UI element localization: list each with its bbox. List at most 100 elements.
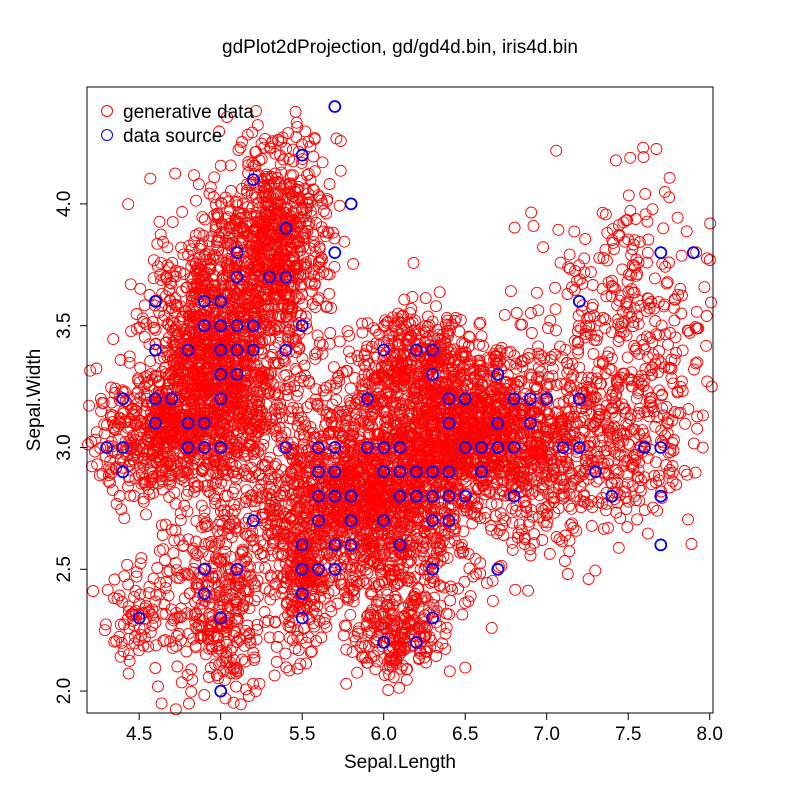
- generative-point: [278, 206, 291, 219]
- generative-point: [221, 288, 234, 300]
- generative-point: [255, 153, 268, 165]
- generative-point: [208, 377, 220, 389]
- generative-point: [498, 308, 511, 321]
- generative-point: [301, 169, 314, 182]
- generative-point: [170, 300, 183, 313]
- generative-point: [323, 287, 336, 300]
- generative-point: [137, 442, 150, 455]
- generative-point: [97, 397, 110, 410]
- generative-point: [284, 381, 297, 394]
- generative-point: [446, 583, 459, 596]
- generative-point: [143, 443, 156, 456]
- generative-point: [178, 388, 191, 401]
- generative-point: [147, 272, 160, 285]
- generative-point: [309, 348, 321, 361]
- generative-point: [191, 479, 204, 492]
- generative-point: [222, 252, 235, 265]
- generative-point: [149, 338, 162, 351]
- generative-point: [237, 301, 250, 314]
- generative-point: [230, 441, 243, 454]
- generative-point: [275, 429, 288, 442]
- generative-point: [234, 457, 247, 470]
- generative-point: [219, 489, 232, 502]
- generative-point: [200, 404, 213, 416]
- generative-point: [265, 298, 278, 311]
- generative-point: [283, 182, 296, 195]
- generative-point: [161, 241, 174, 254]
- generative-point: [217, 385, 230, 397]
- generative-point: [285, 405, 298, 418]
- generative-point: [287, 155, 300, 168]
- generative-point: [164, 468, 177, 481]
- generative-point: [253, 217, 266, 230]
- generative-point: [185, 243, 198, 256]
- generative-point: [239, 385, 252, 398]
- generative-point: [223, 218, 236, 231]
- generative-point: [288, 269, 301, 281]
- generative-point: [274, 149, 287, 162]
- generative-point: [215, 476, 227, 489]
- generative-point: [138, 299, 151, 312]
- generative-point: [171, 350, 184, 363]
- generative-point: [153, 215, 166, 228]
- generative-point: [111, 420, 124, 433]
- generative-point: [109, 382, 122, 395]
- generative-point: [130, 322, 143, 335]
- generative-point: [281, 214, 294, 227]
- generative-point: [102, 469, 115, 482]
- generative-point: [175, 285, 188, 298]
- generative-point: [261, 215, 274, 227]
- generative-point: [173, 466, 186, 479]
- generative-point: [177, 248, 190, 261]
- generative-point: [250, 261, 263, 274]
- generative-point: [149, 299, 161, 312]
- generative-point: [278, 369, 291, 382]
- generative-point: [115, 503, 128, 516]
- generative-point: [166, 216, 179, 229]
- generative-point: [138, 331, 151, 344]
- generative-point: [214, 159, 227, 172]
- generative-point: [260, 182, 273, 195]
- generative-point: [143, 289, 156, 301]
- generative-point: [178, 499, 191, 512]
- generative-point: [138, 388, 151, 401]
- generative-point: [214, 432, 227, 445]
- generative-point: [167, 317, 180, 330]
- generative-point: [298, 232, 311, 245]
- generative-point: [203, 187, 216, 200]
- generative-point: [283, 300, 296, 313]
- generative-point: [320, 207, 333, 220]
- generative-point: [216, 383, 229, 396]
- generative-point: [89, 433, 102, 446]
- generative-point: [221, 211, 234, 224]
- generative-point: [133, 376, 146, 389]
- generative-point: [293, 191, 306, 204]
- generative-point: [192, 178, 205, 191]
- generative-point: [190, 194, 202, 207]
- generative-point: [330, 394, 343, 406]
- generative-point: [154, 228, 167, 241]
- generative-point: [85, 460, 98, 473]
- generative-point: [98, 427, 111, 440]
- generative-point: [135, 467, 148, 480]
- generative-point: [275, 135, 288, 148]
- generative-point: [316, 156, 329, 169]
- generative-point: [289, 105, 302, 118]
- generative-point: [142, 431, 155, 444]
- generative-point: [215, 246, 228, 259]
- generative-point: [244, 359, 257, 372]
- generative-point: [190, 417, 202, 430]
- generative-point: [246, 284, 259, 297]
- generative-point: [198, 512, 211, 525]
- generative-point: [134, 391, 147, 404]
- generative-point: [286, 190, 299, 203]
- generative-point: [129, 472, 142, 485]
- generative-point: [84, 364, 97, 377]
- generative-point: [306, 298, 319, 310]
- generative-point: [313, 242, 326, 255]
- generative-point: [264, 368, 277, 380]
- generative-point: [214, 196, 227, 209]
- generative-point: [107, 421, 120, 434]
- generative-point: [244, 208, 257, 221]
- generative-point: [106, 484, 119, 497]
